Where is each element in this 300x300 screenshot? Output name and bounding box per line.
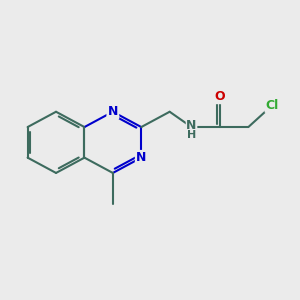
Text: O: O bbox=[214, 90, 225, 103]
Text: N: N bbox=[136, 151, 146, 164]
Text: Cl: Cl bbox=[266, 99, 279, 112]
Text: H: H bbox=[187, 130, 196, 140]
Text: N: N bbox=[186, 119, 197, 133]
Text: N: N bbox=[108, 105, 118, 118]
